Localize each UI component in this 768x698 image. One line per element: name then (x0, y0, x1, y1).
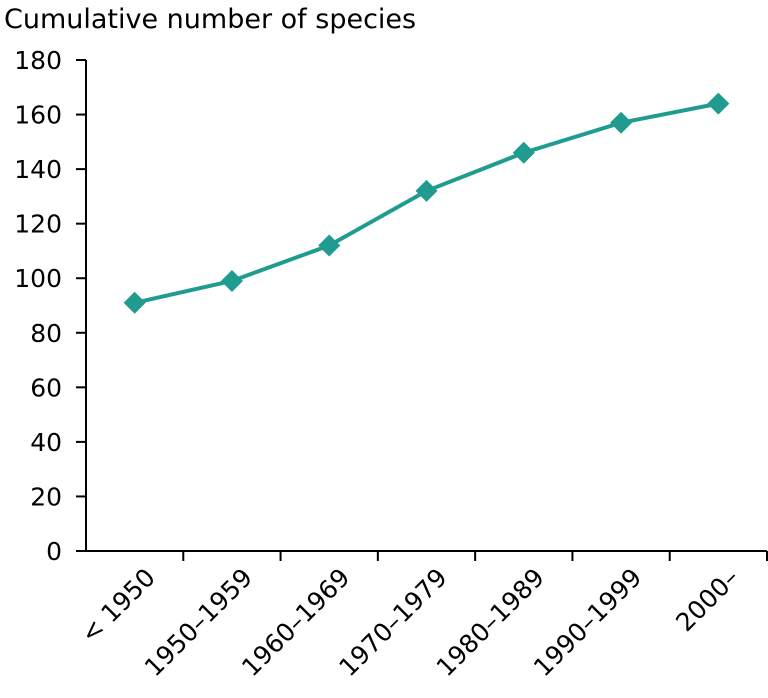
axes (76, 60, 767, 552)
data-point-marker (318, 234, 341, 257)
series-line (134, 101, 719, 305)
x-tick-label: 2000– (670, 563, 744, 637)
x-tick-label: < 1950 (75, 563, 161, 649)
y-axis-ticks: 0 20 40 60 80 100 120 140 160 180 (14, 46, 86, 566)
data-point-marker (123, 291, 146, 314)
series-layer (123, 92, 730, 314)
data-point-marker (610, 111, 633, 134)
y-tick-label: 60 (30, 373, 62, 402)
x-axis-ticks: < 19501950–19591960–19691970–19791980–19… (75, 551, 768, 682)
y-tick-label: 20 (30, 482, 62, 511)
y-tick-label: 180 (14, 46, 62, 75)
y-tick-label: 160 (14, 101, 62, 130)
data-point-marker (220, 269, 243, 292)
data-point-marker (512, 141, 535, 164)
y-tick-label: 0 (46, 537, 62, 566)
chart-title: Cumulative number of species (4, 4, 417, 35)
y-tick-label: 120 (14, 210, 62, 239)
y-tick-label: 40 (30, 428, 62, 457)
data-point-marker (707, 92, 730, 115)
data-point-marker (415, 179, 438, 202)
y-tick-label: 100 (14, 264, 62, 293)
y-tick-label: 80 (30, 319, 62, 348)
y-tick-label: 140 (14, 155, 62, 184)
